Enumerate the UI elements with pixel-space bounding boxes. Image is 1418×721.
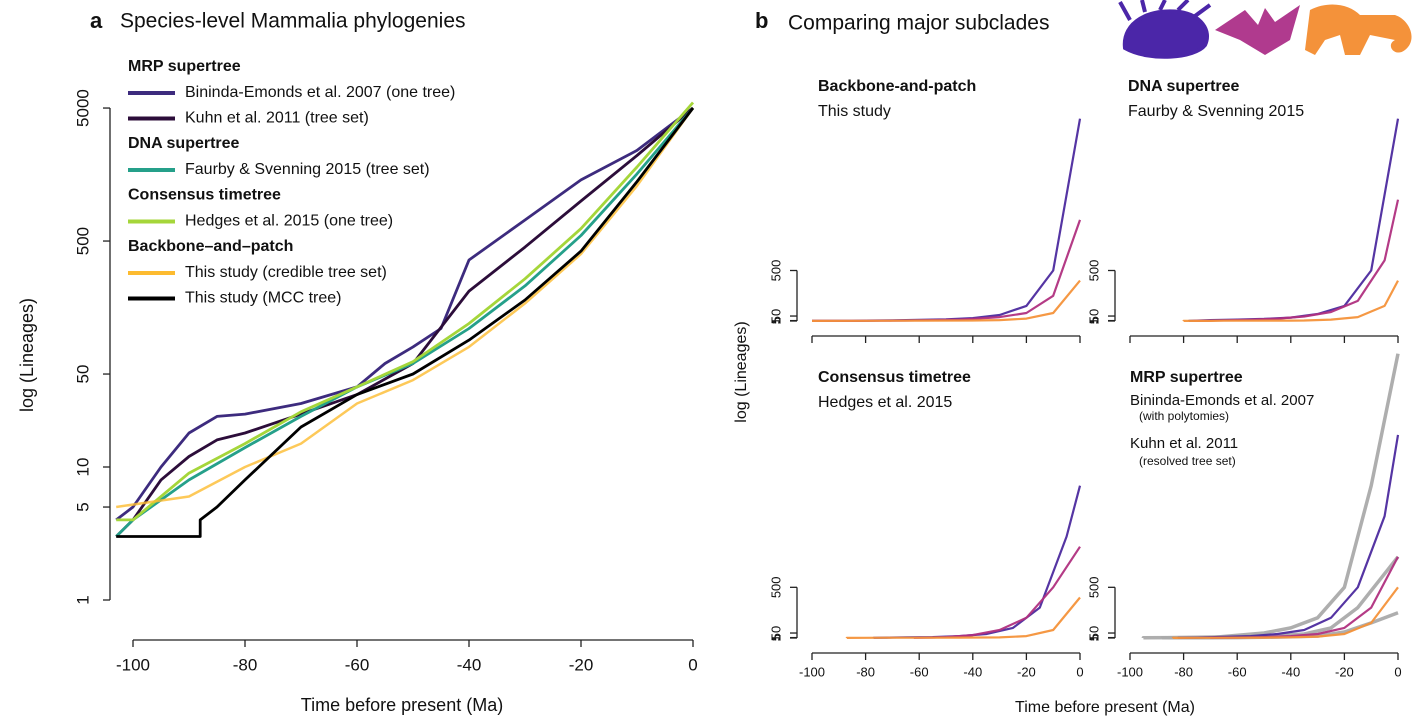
x-axis-label: Time before present (Ma)	[301, 695, 503, 715]
legend-label: Faurby & Svenning 2015 (tree set)	[185, 161, 430, 178]
y-tick-label: 10	[73, 458, 92, 477]
series-line	[115, 106, 694, 538]
series-line	[1187, 118, 1400, 322]
subplot-title: MRP supertree	[1130, 369, 1243, 386]
legend-group-title: DNA supertree	[128, 135, 240, 152]
porcupine-icon	[1118, 0, 1212, 59]
y-tick-label: 1	[1086, 634, 1101, 641]
legend-label: This study (credible tree set)	[185, 264, 387, 281]
y-tick-label: 500	[1086, 576, 1101, 598]
panel-label: a	[90, 8, 103, 33]
series-line	[116, 107, 695, 509]
series-line	[115, 106, 694, 522]
subplot-title: DNA supertree	[1128, 78, 1240, 95]
subplot-subtitle: Faurby & Svenning 2015	[1128, 103, 1304, 120]
x-tick-label: -80	[1174, 664, 1193, 679]
y-tick-label: 50	[768, 626, 783, 640]
series-line	[845, 596, 1081, 639]
y-tick-label: 1	[768, 317, 783, 324]
annotation: (resolved tree set)	[1139, 454, 1236, 468]
y-tick-label: 1	[1086, 317, 1101, 324]
x-tick-label: -20	[1335, 664, 1354, 679]
legend-label: This study (MCC tree)	[185, 290, 341, 307]
y-tick-label: 1	[768, 634, 783, 641]
x-tick-label: 0	[1394, 664, 1401, 679]
x-tick-label: -80	[856, 664, 875, 679]
series-line	[1193, 199, 1400, 322]
y-tick-label: 500	[1086, 260, 1101, 282]
series-line	[872, 485, 1082, 639]
panel-label: b	[755, 8, 768, 33]
series-line	[116, 107, 695, 538]
bat-icon	[1215, 5, 1300, 55]
subplot-subtitle: This study	[818, 103, 891, 120]
y-tick-label: 500	[73, 227, 92, 255]
y-tick-label: 500	[768, 576, 783, 598]
y-tick-label: 5	[768, 317, 783, 324]
y-tick-label: 5	[1086, 634, 1101, 641]
series-line	[912, 546, 1081, 639]
series-line	[1209, 556, 1399, 639]
y-tick-label: 50	[768, 309, 783, 323]
y-tick-label: 500	[768, 260, 783, 282]
series-line	[812, 219, 1082, 322]
x-tick-label: -100	[116, 655, 150, 674]
x-tick-label: 0	[1076, 664, 1083, 679]
x-tick-label: 0	[688, 655, 697, 674]
monkey-icon	[1305, 4, 1412, 56]
x-tick-label: -40	[1281, 664, 1300, 679]
y-tick-label: 50	[1086, 626, 1101, 640]
legend-group-title: Backbone–and–patch	[128, 238, 293, 255]
annotation: (with polytomies)	[1139, 409, 1229, 423]
subplot-title: Consensus timetree	[818, 369, 971, 386]
series-line	[1141, 353, 1400, 640]
panel-title: Species-level Mammalia phylogenies	[120, 10, 466, 33]
subplot-title: Backbone-and-patch	[818, 78, 976, 95]
x-tick-label: -40	[963, 664, 982, 679]
series-line	[116, 101, 695, 522]
x-tick-label: -80	[233, 655, 258, 674]
legend-group-title: Consensus timetree	[128, 187, 281, 204]
y-tick-label: 50	[1086, 309, 1101, 323]
x-axis-label: Time before present (Ma)	[1015, 699, 1195, 716]
legend-label: Bininda-Emonds et al. 2007 (one tree)	[185, 84, 455, 101]
x-tick-label: -60	[910, 664, 929, 679]
legend-group-title: MRP supertree	[128, 58, 241, 75]
annotation: Bininda-Emonds et al. 2007	[1130, 392, 1314, 409]
x-tick-label: -20	[569, 655, 594, 674]
x-tick-label: -100	[1117, 664, 1143, 679]
x-tick-label: -40	[457, 655, 482, 674]
y-tick-label: 50	[73, 365, 92, 384]
series-line	[812, 118, 1082, 322]
y-axis-label: log (Lineages)	[733, 321, 750, 422]
annotation: Kuhn et al. 2011	[1130, 435, 1238, 452]
series-line	[1182, 280, 1399, 322]
legend-label: Kuhn et al. 2011 (tree set)	[185, 110, 369, 127]
y-tick-label: 5	[73, 502, 92, 511]
silhouettes	[1118, 0, 1412, 59]
panel-title: Comparing major subclades	[788, 12, 1049, 35]
y-tick-label: 5	[1086, 317, 1101, 324]
x-tick-label: -60	[345, 655, 370, 674]
y-axis-label: log (Lineages)	[17, 298, 37, 412]
series-line	[811, 279, 1081, 322]
y-tick-label: 1	[73, 595, 92, 604]
subplot-subtitle: Hedges et al. 2015	[818, 394, 952, 411]
x-tick-label: -20	[1017, 664, 1036, 679]
x-tick-label: -60	[1228, 664, 1247, 679]
legend-label: Hedges et al. 2015 (one tree)	[185, 213, 393, 230]
y-tick-label: 5	[768, 634, 783, 641]
y-tick-label: 5000	[73, 89, 92, 127]
series-line	[1171, 586, 1399, 639]
x-tick-label: -100	[799, 664, 825, 679]
